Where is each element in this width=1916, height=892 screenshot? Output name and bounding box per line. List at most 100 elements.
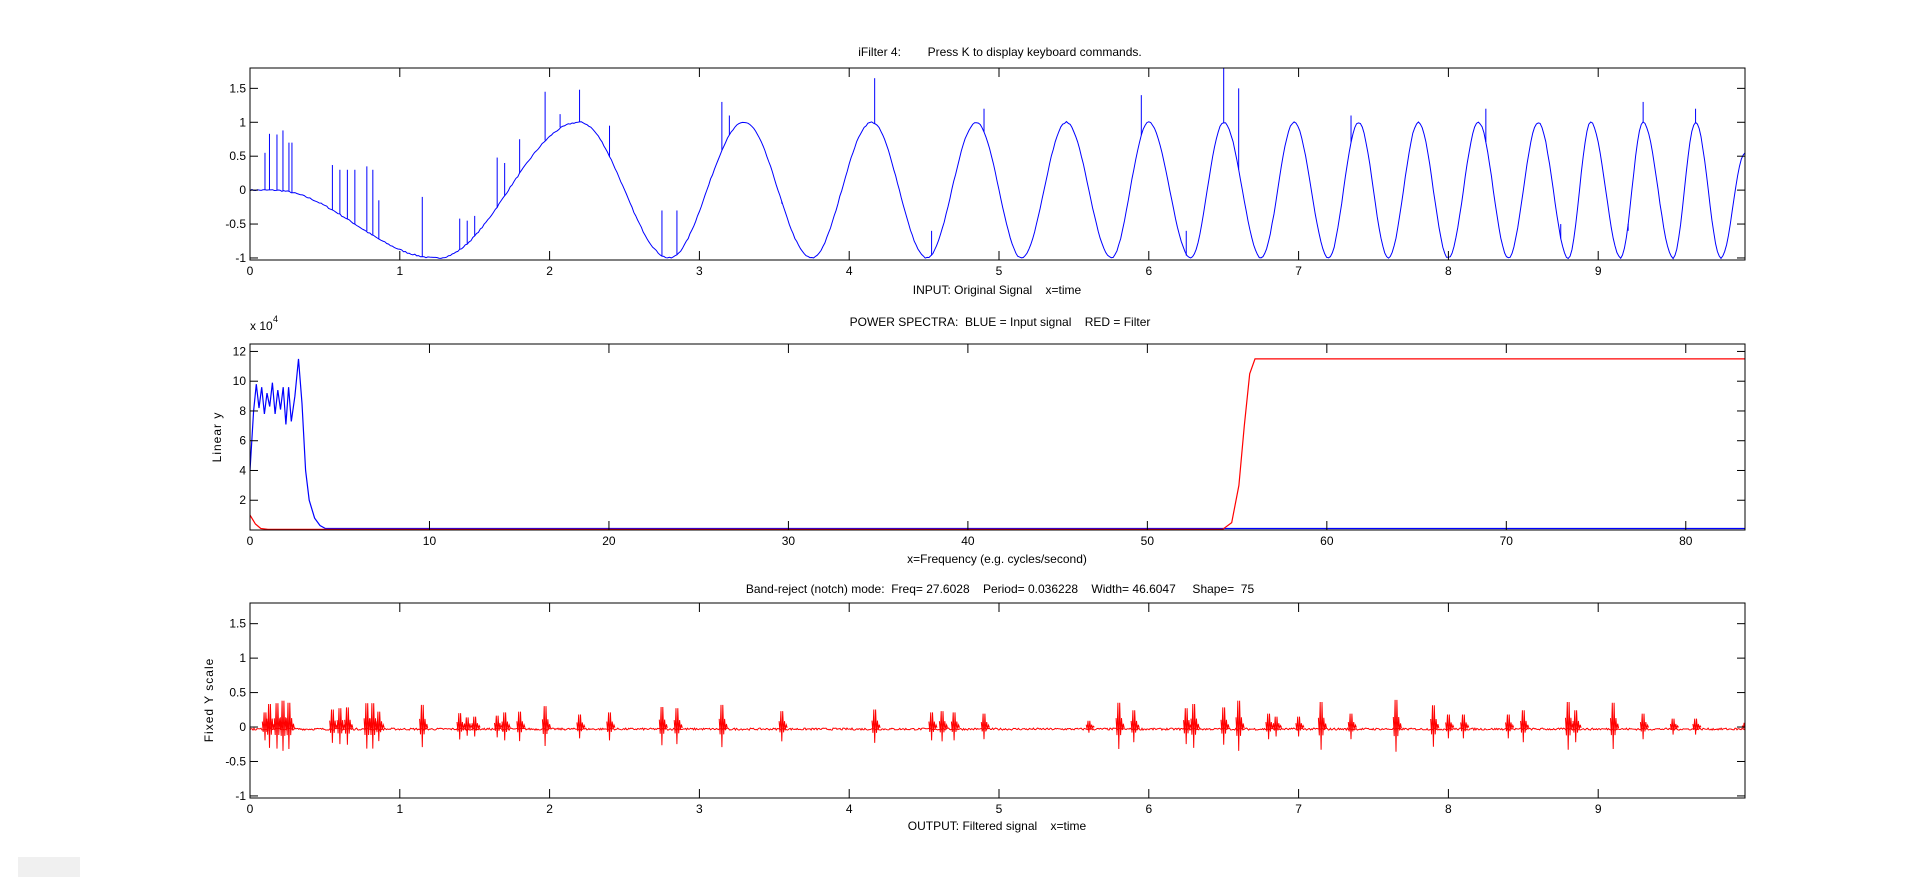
input-spectrum-line	[250, 358, 1745, 530]
input-signal-axes: 0 1 2 3 4 5 6 7 8 9 -1 -0.5 0 0.5 1 1.5	[225, 67, 1746, 278]
output-spike	[718, 704, 728, 748]
y-tick-label: 6	[239, 434, 246, 448]
output-spike	[928, 712, 938, 741]
output-spike	[375, 711, 385, 742]
output-spike	[266, 703, 276, 748]
axes-frame	[249, 602, 1746, 799]
x-tick-label: 7	[1295, 264, 1302, 278]
output-spike	[1183, 708, 1193, 745]
x-tick-label: 9	[1595, 802, 1602, 816]
x-tick-label: 1	[396, 264, 403, 278]
plot1-title: iFilter 4: Press K to display keyboard c…	[858, 45, 1141, 59]
output-spike	[871, 709, 881, 743]
x-tick-label: 80	[1679, 534, 1693, 548]
output-spike	[285, 702, 295, 750]
output-spike	[336, 708, 346, 745]
x-tick-label: 10	[423, 534, 437, 548]
input-signal-line	[250, 120, 1745, 260]
output-spike	[464, 717, 474, 736]
output-spike	[516, 711, 526, 742]
y-tick-label: -0.5	[225, 754, 246, 768]
y-tick-label: 1.5	[229, 81, 246, 95]
y-tick-label: 1.5	[229, 617, 246, 631]
y-tick-label: -1	[235, 789, 246, 803]
x-tick-label: 6	[1145, 802, 1152, 816]
output-spike	[494, 715, 504, 738]
output-spike	[344, 707, 354, 745]
output-spike	[576, 714, 586, 739]
output-spike	[419, 704, 429, 748]
x-tick-label: 0	[247, 534, 254, 548]
output-spike	[471, 716, 481, 737]
plot3-xlabel: OUTPUT: Filtered signal x=time	[908, 819, 1087, 833]
output-spike	[1392, 699, 1402, 752]
output-spike	[501, 712, 511, 741]
x-tick-label: 60	[1320, 534, 1334, 548]
output-spike	[778, 711, 788, 742]
axes-frame	[249, 67, 1746, 261]
x-tick-label: 2	[546, 264, 553, 278]
output-spike	[1130, 710, 1140, 743]
output-spike	[658, 706, 668, 746]
output-spike	[1295, 716, 1305, 737]
x-tick-label: 3	[696, 264, 703, 278]
y-tick-label: -1	[235, 251, 246, 265]
y-tick-label: 10	[233, 374, 247, 388]
y-tick-label: 2	[239, 493, 246, 507]
output-spike	[1460, 714, 1470, 739]
output-spike	[1190, 703, 1200, 748]
output-spike	[541, 706, 551, 747]
output-spike	[1639, 713, 1649, 740]
filter-spectrum-line	[250, 358, 1745, 530]
power-spectra-axes: 0 10 20 30 40 50 60 70 80 2 4 6 8 10 12	[233, 343, 1746, 548]
output-spike	[980, 713, 990, 740]
output-spike	[1235, 700, 1245, 751]
output-spike	[1520, 710, 1530, 743]
x-tick-label: 40	[961, 534, 975, 548]
plot2-y-exponent: 4	[273, 314, 278, 324]
y-tick-label: 0	[239, 720, 246, 734]
x-tick-label: 1	[396, 802, 403, 816]
x-tick-label: 4	[846, 802, 853, 816]
x-tick-label: 7	[1295, 802, 1302, 816]
output-spike	[673, 708, 683, 745]
x-tick-label: 5	[996, 802, 1003, 816]
y-tick-label: 8	[239, 404, 246, 418]
output-spike	[1115, 702, 1125, 750]
x-tick-label: 5	[996, 264, 1003, 278]
output-spike	[1430, 705, 1440, 747]
y-tick-label: 0	[239, 183, 246, 197]
plot3-ylabel: Fixed Y scale	[202, 658, 216, 743]
plot3-title: Band-reject (notch) mode: Freq= 27.6028 …	[746, 582, 1255, 596]
y-tick-label: 4	[239, 463, 246, 477]
plot-area	[250, 68, 1745, 260]
output-spike	[1610, 702, 1620, 750]
x-tick-label: 8	[1445, 264, 1452, 278]
output-spike	[329, 709, 339, 743]
output-spike	[1445, 714, 1455, 739]
y-tick-label: 12	[233, 344, 247, 358]
x-tick-label: 20	[602, 534, 616, 548]
x-tick-label: 0	[247, 264, 254, 278]
x-tick-label: 3	[696, 802, 703, 816]
output-spike	[1085, 720, 1095, 733]
output-spike	[1741, 722, 1745, 731]
output-spike	[1692, 718, 1702, 735]
y-tick-label: 0.5	[229, 149, 246, 163]
y-tick-label: 1	[239, 651, 246, 665]
x-tick-label: 70	[1500, 534, 1514, 548]
status-placeholder	[18, 857, 80, 877]
plot1-xlabel: INPUT: Original Signal x=time	[913, 283, 1082, 297]
output-spike	[606, 712, 616, 741]
y-tick-label: 1	[239, 115, 246, 129]
output-spike	[1505, 714, 1515, 739]
plot-area	[250, 699, 1745, 752]
x-tick-label: 6	[1145, 264, 1152, 278]
output-spike	[1220, 707, 1230, 745]
y-tick-label: 0.5	[229, 686, 246, 700]
output-spike	[1669, 718, 1679, 735]
x-tick-label: 8	[1445, 802, 1452, 816]
output-spike	[1317, 701, 1327, 750]
output-spike	[456, 713, 466, 740]
